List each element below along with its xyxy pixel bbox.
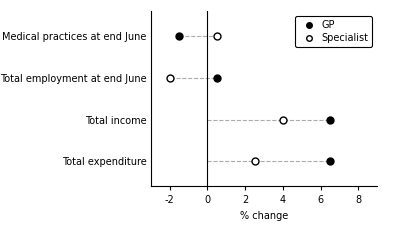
Legend: GP, Specialist: GP, Specialist [295, 16, 372, 47]
X-axis label: % change: % change [240, 211, 288, 221]
